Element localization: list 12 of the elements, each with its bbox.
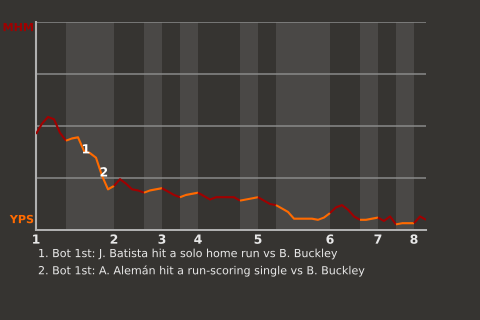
text: YPS — [10, 214, 34, 224]
x-tick-label: 5 — [254, 234, 262, 244]
x-tick-label: 4 — [194, 234, 202, 244]
x-tick-label: 2 — [110, 234, 118, 244]
text: MHM — [4, 22, 33, 32]
text: 1. Bot 1st: J. Batista hit a solo home run vs B. Buckley — [39, 248, 338, 260]
x-tick-label: 7 — [374, 234, 382, 244]
x-tick-label: 8 — [410, 234, 418, 244]
text: 2. Bot 1st: A. Alemán hit a run-scoring single vs B. Buckley — [38, 265, 365, 277]
x-tick-label: 1 — [33, 234, 40, 244]
x-tick-label: 3 — [158, 234, 166, 244]
x-tick-label: 6 — [326, 234, 334, 244]
